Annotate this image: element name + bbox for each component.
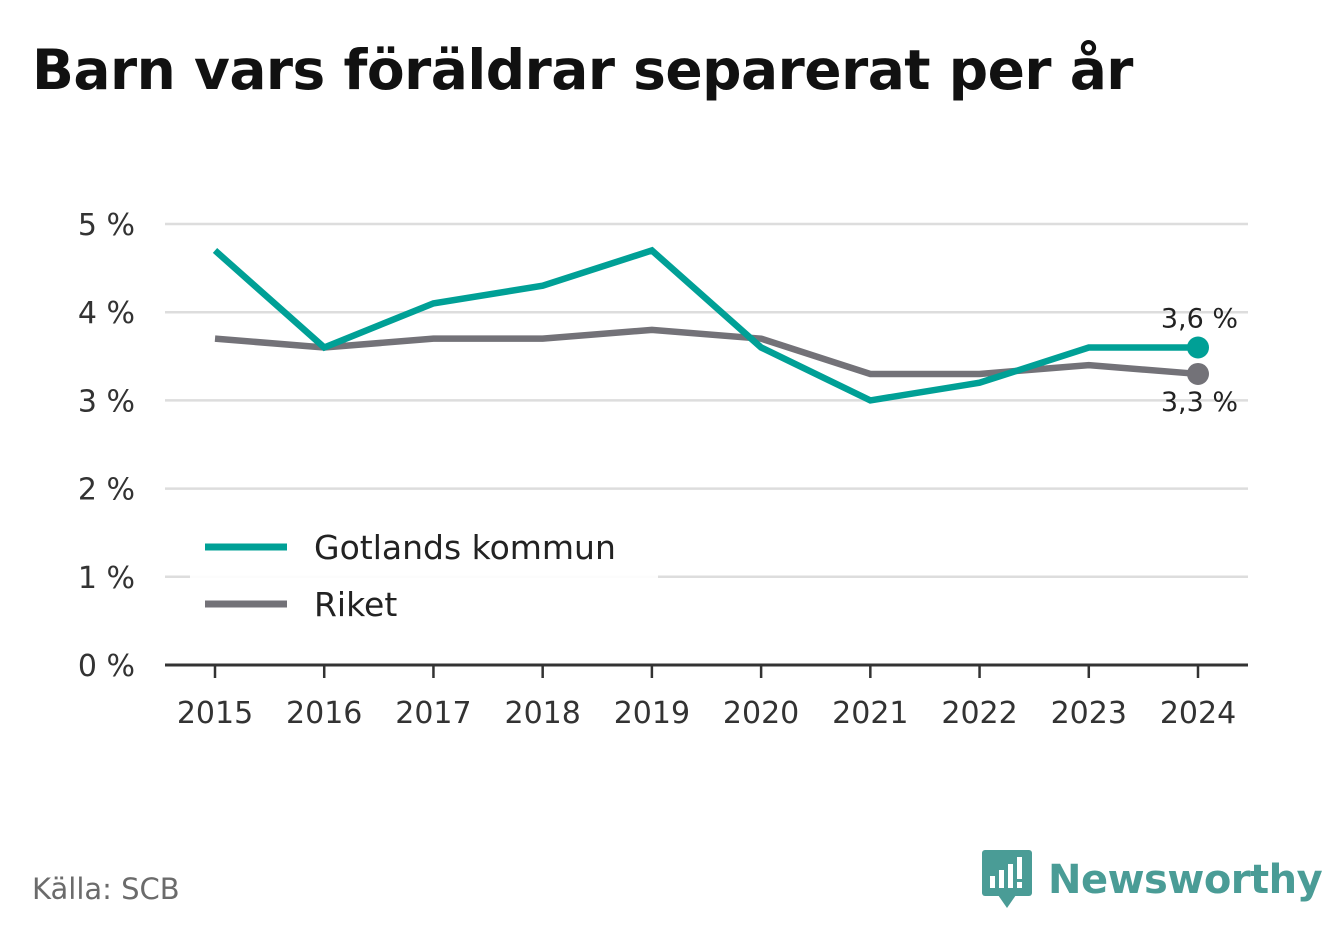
y-tick-label-1: 1 % <box>78 561 135 596</box>
x-tick-label-2022: 2022 <box>941 696 1017 731</box>
x-tick-label-2015: 2015 <box>177 696 253 731</box>
y-tick-label-0: 0 % <box>78 649 135 684</box>
brand-name: Newsworthy <box>1048 857 1322 903</box>
x-tick-label-2018: 2018 <box>504 696 580 731</box>
x-axis-tick-labels: 2015 2016 2017 2018 2019 2020 2021 2022 2023 2024 <box>177 696 1236 731</box>
end-labels: 3,6 % 3,3 % <box>1161 303 1238 417</box>
end-marker-1 <box>1187 362 1209 385</box>
legend: Gotlands kommun Riket <box>190 516 658 636</box>
x-tick-label-2019: 2019 <box>614 696 690 731</box>
x-tick-label-2021: 2021 <box>832 696 908 731</box>
x-tick-label-2017: 2017 <box>395 696 471 731</box>
end-label-1: 3,3 % <box>1161 387 1238 418</box>
end-label-0: 3,6 % <box>1161 303 1238 334</box>
x-tick-label-2024: 2024 <box>1160 696 1236 731</box>
legend-label-0: Gotlands kommun <box>314 528 616 567</box>
source-note: Källa: SCB <box>32 872 180 906</box>
x-axis <box>165 663 1248 678</box>
series-lines <box>212 246 1209 404</box>
series-line-0 <box>212 246 1198 404</box>
newsworthy-logo-icon <box>982 850 1032 908</box>
y-tick-label-3: 3 % <box>78 384 135 419</box>
y-tick-label-2: 2 % <box>78 473 135 508</box>
x-tick-label-2020: 2020 <box>723 696 799 731</box>
end-marker-0 <box>1187 336 1209 359</box>
y-axis-tick-labels: 0 % 1 % 2 % 3 % 4 % 5 % <box>78 208 135 684</box>
legend-background <box>190 516 658 636</box>
series-line-1 <box>214 326 1199 378</box>
x-tick-label-2016: 2016 <box>286 696 362 731</box>
chart-title: Barn vars föräldrar separerat per år <box>32 38 1133 102</box>
legend-label-1: Riket <box>314 585 397 624</box>
line-chart: 0 %1 %2 %3 %4 %5 % 2015 2016 2017 2018 2019 2… <box>78 208 1248 731</box>
y-tick-label-4: 4 % <box>78 296 135 331</box>
x-tick-label-2023: 2023 <box>1051 696 1127 731</box>
brand-logo: Newsworthy <box>980 848 1322 912</box>
y-tick-label-5: 5 % <box>78 208 135 243</box>
